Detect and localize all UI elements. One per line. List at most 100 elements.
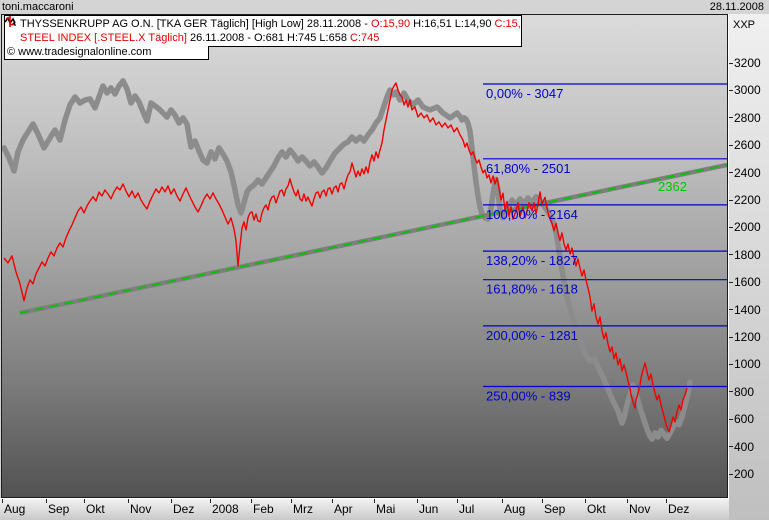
y-axis-tick: 1000 <box>729 357 761 372</box>
x-axis-tick-label: Okt <box>587 502 606 516</box>
x-axis-tick-label: Okt <box>86 502 105 516</box>
x-axis-tick-label: Sep <box>544 502 566 516</box>
instrument-date: 28.11.2008 - <box>306 18 368 30</box>
tick-mark <box>502 499 503 503</box>
y-axis-tick: 3200 <box>729 56 761 70</box>
trendline-value-label: 2362 <box>658 179 687 194</box>
tick-mark <box>729 391 733 393</box>
y-axis-tick: 1200 <box>729 330 761 344</box>
instrument-name: THYSSENKRUPP AG O.N. [TKA GER Täglich] [… <box>20 18 304 30</box>
tick-mark <box>729 172 733 174</box>
y-axis-tick: 2600 <box>729 138 761 153</box>
y-axis-tick-label: 2200 <box>734 193 761 207</box>
tick-mark <box>457 499 458 503</box>
tick-mark <box>171 499 172 503</box>
x-axis-tick-label: Feb <box>253 502 274 516</box>
tick-mark <box>729 226 733 228</box>
instrument-open: O:15,90 <box>370 18 411 30</box>
tick-mark <box>729 446 733 448</box>
tick-mark <box>729 254 733 256</box>
plot-area: 0,00% - 3047 61,80% - 2501 100,00% - 2164 1… <box>2 78 727 442</box>
legend-instrument-row[interactable]: THYSSENKRUPP AG O.N. [TKA GER Täglich] [… <box>5 16 521 31</box>
tick-mark <box>251 499 252 503</box>
tick-mark <box>210 499 211 503</box>
y-axis-tick-label: 3200 <box>734 56 761 70</box>
y-axis-tick-label: 1800 <box>734 247 761 262</box>
legend-indicator-row[interactable]: STEEL INDEX [.STEEL.X Täglich] 26.11.200… <box>6 16 519 45</box>
price-axis[interactable]: XXP 3200 3000 2800 2600 2400 2200 2000 1800 1600… <box>729 14 769 520</box>
workspace-name: toni.maccaroni <box>2 1 74 13</box>
indicator-ohl: 26.11.2008 - O:681 H:745 L:658 <box>189 32 347 44</box>
fib-label: 138,20% - 1827 <box>486 253 578 268</box>
instrument-close: C:15,64 <box>494 18 521 30</box>
tick-mark <box>46 499 47 503</box>
y-axis-tick-label: 2600 <box>734 138 761 153</box>
fib-label: 250,00% - 839 <box>486 389 571 404</box>
tick-mark <box>128 499 129 503</box>
tick-mark <box>729 62 733 64</box>
tick-mark <box>627 499 628 503</box>
y-axis-tick: 400 <box>729 439 755 454</box>
fib-label: 161,80% - 1618 <box>486 282 578 297</box>
indicator-name: STEEL INDEX [.STEEL.X Täglich] <box>20 32 187 44</box>
tick-mark <box>332 499 333 503</box>
trendline[interactable] <box>19 164 727 314</box>
tick-mark <box>729 281 733 283</box>
fib-label: 61,80% - 2501 <box>486 161 571 176</box>
y-axis-tick-label: 400 <box>734 439 755 454</box>
y-axis-tick: 200 <box>729 467 755 481</box>
tick-mark <box>84 499 85 503</box>
y-axis-tick-label: 2800 <box>734 110 761 125</box>
x-axis-tick-label: Mrz <box>293 502 313 516</box>
x-axis-tick-label: Dez <box>668 502 690 516</box>
y-axis-tick-label: 3000 <box>734 83 761 98</box>
copyright-text: © www.tradesignalonline.com <box>7 46 152 58</box>
y-axis-tick-label: 2000 <box>734 220 761 235</box>
y-axis-tick: 2400 <box>729 165 761 180</box>
y-axis-tick-label: 600 <box>734 412 755 427</box>
tick-mark <box>666 499 667 503</box>
x-axis-tick-label: 2008 <box>212 502 239 516</box>
tick-mark <box>374 499 375 503</box>
thyssenkrupp-series <box>3 82 688 433</box>
tick-mark <box>729 89 733 91</box>
time-axis[interactable]: Aug Sep Okt Nov Dez 2008 Feb Mrz Apr Mai Jun Jul Aug… <box>0 498 729 520</box>
y-axis-tick: 2000 <box>729 220 761 235</box>
current-date: 28.11.2008 <box>709 1 764 13</box>
y-axis-tick: 2800 <box>729 110 761 125</box>
y-axis-tick: 1400 <box>729 302 761 317</box>
y-axis-tick-label: 1600 <box>734 275 761 290</box>
y-axis-tick: 3000 <box>729 83 761 98</box>
tick-mark <box>729 309 733 311</box>
x-axis-tick-label: Jul <box>459 502 475 516</box>
y-axis-tick-label: 1400 <box>734 302 761 317</box>
x-axis-tick-label: Aug <box>504 502 526 516</box>
y-axis-tick: 1600 <box>729 275 761 290</box>
chart-legend: THYSSENKRUPP AG O.N. [TKA GER Täglich] [… <box>4 15 522 47</box>
tick-mark <box>729 144 733 146</box>
x-axis-tick-label: Mai <box>376 502 396 516</box>
y-axis-tick-label: 800 <box>734 384 755 399</box>
tick-mark <box>542 499 543 503</box>
tick-mark <box>729 117 733 119</box>
fib-label: 0,00% - 3047 <box>486 86 563 101</box>
y-axis-tick-label: 200 <box>734 467 755 481</box>
x-axis-tick-label: Nov <box>130 502 152 516</box>
y-axis-tick-label: 2400 <box>734 165 761 180</box>
y-axis-tick: 2200 <box>729 193 761 207</box>
y-axis-tick: 600 <box>729 412 755 427</box>
y-axis-tick: 800 <box>729 384 755 399</box>
x-axis-tick-label: Sep <box>48 502 70 516</box>
y-axis-tick-label: 1200 <box>734 330 761 344</box>
y-axis-tick-label: 1000 <box>734 357 761 372</box>
x-axis-tick-label: Dez <box>173 502 195 516</box>
chart-canvas[interactable]: THYSSENKRUPP AG O.N. [TKA GER Täglich] [… <box>1 14 728 498</box>
y-axis-tick: 1800 <box>729 247 761 262</box>
x-axis-tick-label: Nov <box>629 502 651 516</box>
tick-mark <box>417 499 418 503</box>
tick-mark <box>729 363 733 365</box>
tick-mark <box>2 499 3 503</box>
x-axis-tick-label: Jun <box>419 502 439 516</box>
x-axis-tick-label: Apr <box>334 502 353 516</box>
axis-unit-label: XXP <box>733 19 756 31</box>
